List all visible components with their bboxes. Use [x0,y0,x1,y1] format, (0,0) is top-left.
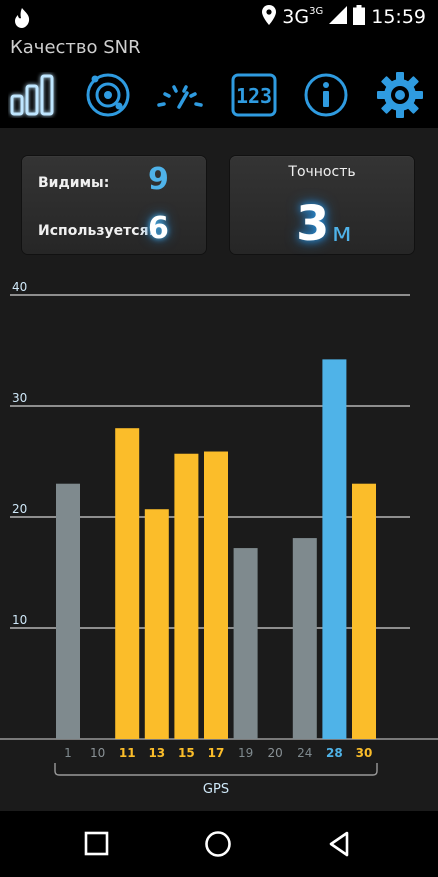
square-icon [84,831,109,856]
tab-info[interactable] [300,70,352,120]
tab-satellite-map[interactable] [82,70,134,120]
tinder-notification-icon [12,7,32,33]
satellite-id-label: 19 [238,746,253,760]
circle-icon [205,831,231,857]
satellite-id-label: 28 [326,746,343,760]
satellite-id-label: 10 [90,746,105,760]
y-tick-label: 30 [12,391,27,405]
y-tick-label: 20 [12,502,27,516]
gps-group-bracket [54,763,378,776]
snr-bar [233,548,258,739]
back-triangle-icon [329,831,349,857]
battery-icon [353,4,366,30]
satellite-id-label: 20 [268,746,283,760]
snr-bar [174,453,199,739]
network-type-sub: 3G [309,5,324,17]
content-area: Видимы: 9 Используется: 6 Точность 3 м 1… [0,128,438,811]
toolbar: 123 [0,62,438,128]
accuracy-card: Точность 3 м [230,156,414,254]
y-tick-label: 40 [12,280,27,294]
recent-apps-button[interactable] [82,829,112,859]
visible-label: Видимы: [38,175,110,191]
satellite-id-label: 17 [208,746,225,760]
signal-bars-icon [10,74,54,116]
satellite-id-label: 30 [356,746,373,760]
satellite-orbit-icon [86,73,130,117]
location-icon [262,4,277,30]
clock: 15:59 [371,6,426,28]
counter-digits: 123 [236,84,272,108]
signal-strength-icon [329,5,348,29]
satellite-count-card: Видимы: 9 Используется: 6 [22,156,206,254]
info-icon [304,73,348,117]
snr-bar [204,451,228,739]
satellite-id-label: 11 [119,746,136,760]
satellite-id-label: 1 [64,746,72,760]
home-button[interactable] [203,829,233,859]
digital-counter-icon: 123 [231,73,277,117]
satellite-id-label: 15 [178,746,195,760]
accuracy-value: 3 [296,196,330,252]
app-title: Качество SNR [0,34,438,62]
snr-bar [322,359,347,739]
tab-digital-counter[interactable]: 123 [228,70,280,120]
accuracy-title: Точность [288,164,356,180]
tab-snr-quality[interactable] [8,70,60,120]
snr-bar [144,509,169,739]
y-tick-label: 10 [12,613,27,627]
visible-value: 9 [148,162,169,197]
status-bar: 3G3G 15:59 [0,0,438,34]
accuracy-unit: м [332,218,352,248]
snr-bar [352,483,376,739]
gps-group-label: GPS [203,782,229,797]
network-type-label: 3G3G [282,6,323,28]
snr-bar [56,483,80,739]
used-value: 6 [148,211,169,246]
snr-bar [115,428,140,739]
gear-icon [377,72,423,118]
snr-bar [292,538,317,739]
network-type: 3G [282,6,310,28]
speedometer-icon [157,85,203,109]
snr-chart: 10 20 30 40 1 10 11 13 15 17 19 20 24 28 30 GPS [0,280,438,797]
navigation-bar [0,811,438,877]
satellite-id-label: 13 [148,746,165,760]
tab-settings[interactable] [374,70,426,120]
satellite-id-label: 24 [297,746,312,760]
tab-speedometer[interactable] [154,70,206,120]
back-button[interactable] [325,829,355,859]
used-label: Используется: [38,223,155,239]
